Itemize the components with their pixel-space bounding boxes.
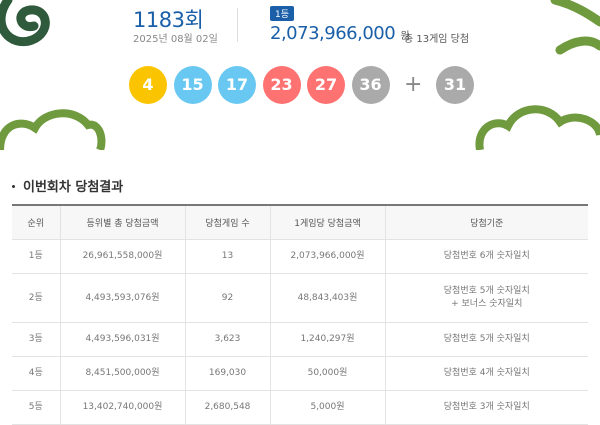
table-row: 1등 26,961,558,000원 13 2,073,966,000원 당첨번호 6개… xyxy=(12,239,588,274)
prize-unit: 원 xyxy=(400,31,410,42)
table-cell: 4,493,593,076원 xyxy=(59,273,185,323)
result-table: 순위 등위별 총 당첨금액 당첨게임 수 1게임당 당첨금액 당첨기준 1등 26,961… xyxy=(12,204,588,425)
divider xyxy=(237,8,238,42)
table-cell: 1,240,297원 xyxy=(269,322,385,357)
draw-date: 2025년 08월 02일 xyxy=(133,34,218,45)
table-cell: 50,000원 xyxy=(269,356,385,391)
decoration xyxy=(0,0,600,150)
section-title: 이번회차 당첨결과 xyxy=(12,176,123,195)
criteria-cell: 당첨번호 4개 숫자일치 xyxy=(384,356,588,391)
round: 1183회 xyxy=(133,4,204,34)
page: 1183회 2025년 08월 02일 1등 2,073,966,000 원 총… xyxy=(0,0,600,400)
column-header: 당첨게임 수 xyxy=(184,204,270,240)
ball-row: 4 15 17 23 27 36 +31 xyxy=(0,66,600,106)
ball: 15 xyxy=(173,66,212,104)
ball: 17 xyxy=(218,66,256,104)
criteria-cell: 당첨번호 3개 숫자일치 xyxy=(384,390,588,425)
table-cell: 48,843,403원 xyxy=(269,273,385,323)
table-cell: 13 xyxy=(184,239,270,274)
table-cell: 92 xyxy=(184,273,270,323)
rank-badge: 1등 xyxy=(270,6,295,21)
table-row: 4등 8,451,500,000원 169,030 50,000원 당첨번호 4개 숫자… xyxy=(12,356,588,391)
criteria-cell: 당첨번호 5개 숫자일치 xyxy=(384,322,588,357)
column-header: 당첨기준 xyxy=(384,204,588,240)
table-cell: 2등 xyxy=(12,273,60,323)
table-cell: 5등 xyxy=(12,390,60,425)
table-cell: 2,073,966,000원 xyxy=(269,239,385,274)
table-row: 5등 13,402,740,000원 2,680,548 5,000원 당첨번호 3개 … xyxy=(12,390,588,425)
table-body: 1등 26,961,558,000원 13 2,073,966,000원 당첨번호 6개… xyxy=(12,239,588,425)
criteria-line: 당첨번호 3개 숫자일치 xyxy=(443,402,530,412)
prize-amount: 2,073,966,000 xyxy=(270,23,396,44)
criteria-line: + 보너스 숫자일치 xyxy=(451,299,523,309)
table-cell: 26,961,558,000원 xyxy=(59,239,185,274)
result-banner: 1183회 2025년 08월 02일 1등 2,073,966,000 원 총… xyxy=(0,0,600,150)
bonus-ball: 31 xyxy=(436,66,474,104)
criteria-line: 당첨번호 5개 숫자일치 xyxy=(443,286,530,296)
round-unit: 회 xyxy=(184,8,204,32)
table-cell: 3,623 xyxy=(184,322,270,357)
column-header: 순위 xyxy=(12,204,60,240)
column-header: 1게임당 당첨금액 xyxy=(269,204,385,240)
round-number: 1183 xyxy=(133,8,185,32)
column-header: 등위별 총 당첨금액 xyxy=(59,204,185,240)
winners: 총 13게임 당첨 xyxy=(404,34,470,45)
table-cell: 169,030 xyxy=(184,356,270,391)
table-cell: 5,000원 xyxy=(269,390,385,425)
ball: 27 xyxy=(307,66,345,104)
ball: 4 xyxy=(129,66,167,104)
table-cell: 2,680,548 xyxy=(184,390,270,425)
table-cell: 13,402,740,000원 xyxy=(59,390,185,425)
table-cell: 3등 xyxy=(12,322,60,357)
table-cell: 4,493,596,031원 xyxy=(59,322,185,357)
ball: 23 xyxy=(262,66,301,104)
table-row: 2등 4,493,593,076원 92 48,843,403원 당첨번호 5개 숫자일… xyxy=(12,273,588,323)
table-row: 3등 4,493,596,031원 3,623 1,240,297원 당첨번호 5개 숫… xyxy=(12,322,588,357)
prize: 2,073,966,000 원 xyxy=(270,23,410,44)
criteria-cell: 당첨번호 5개 숫자일치 + 보너스 숫자일치 xyxy=(384,273,588,323)
header-row: 순위 등위별 총 당첨금액 당첨게임 수 1게임당 당첨금액 당첨기준 xyxy=(12,204,588,240)
table-cell: 1등 xyxy=(12,239,60,274)
plus-sign: + xyxy=(404,72,423,97)
criteria-cell: 당첨번호 6개 숫자일치 xyxy=(384,239,588,274)
table-cell: 4등 xyxy=(12,356,60,391)
ball: 36 xyxy=(351,66,390,104)
criteria-line: 당첨번호 5개 숫자일치 xyxy=(443,334,530,344)
criteria-line: 당첨번호 6개 숫자일치 xyxy=(443,251,530,261)
criteria-line: 당첨번호 4개 숫자일치 xyxy=(443,368,530,378)
table-cell: 8,451,500,000원 xyxy=(59,356,185,391)
